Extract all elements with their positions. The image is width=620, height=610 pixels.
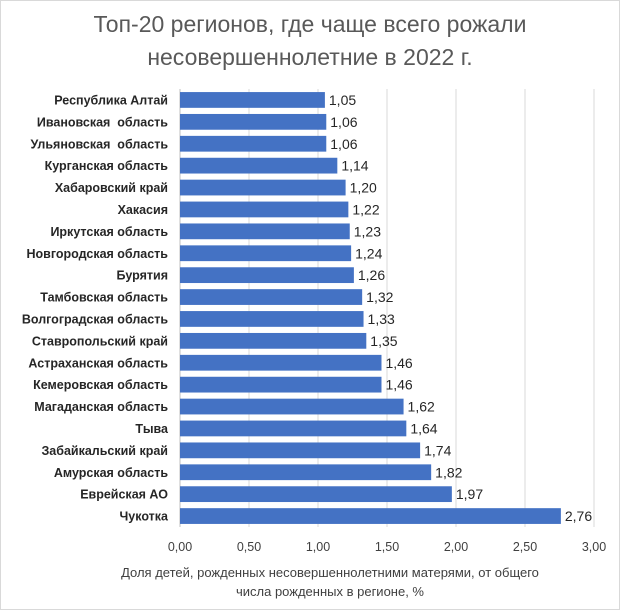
category-label: Хакасия: [118, 203, 168, 217]
category-label: Кемеровская область: [33, 378, 168, 392]
data-label: 1,24: [355, 245, 382, 261]
bar: [180, 354, 382, 371]
category-label: Тамбовская область: [40, 291, 168, 305]
category-label: Астраханская область: [28, 356, 168, 370]
bar: [180, 201, 349, 218]
bar: [180, 508, 561, 524]
category-label: Ивановская область: [37, 115, 168, 129]
bar: [180, 245, 352, 262]
data-label: 2,76: [565, 508, 592, 524]
category-label: Хабаровский край: [55, 181, 168, 195]
bar: [180, 398, 404, 415]
data-label: 1,23: [354, 223, 381, 239]
bar: [180, 311, 364, 327]
bar: [180, 92, 325, 108]
data-label: 1,33: [368, 311, 395, 327]
bar: [180, 179, 346, 196]
category-label: Ставропольский край: [32, 334, 168, 348]
bar: [180, 135, 327, 152]
bar: [180, 464, 432, 481]
x-tick-label: 0,00: [168, 540, 192, 554]
data-label: 1,74: [424, 442, 451, 458]
chart-title-line-2: несовершеннолетние в 2022 г.: [147, 44, 473, 70]
data-label: 1,46: [385, 377, 412, 393]
data-label: 1,06: [330, 114, 357, 130]
chart-title-line-1: Топ-20 регионов, где чаще всего рожали: [93, 11, 527, 37]
data-label: 1,05: [329, 92, 356, 108]
category-label: Бурятия: [117, 269, 168, 283]
x-tick-label: 3,00: [582, 540, 606, 554]
data-label: 1,26: [358, 267, 385, 283]
bar: [180, 332, 367, 349]
category-label: Новгородская область: [26, 247, 168, 261]
x-tick-label: 0,50: [237, 540, 261, 554]
x-tick-label: 2,50: [513, 540, 537, 554]
bar: [180, 420, 407, 437]
bar: [180, 376, 382, 393]
bar: [180, 223, 350, 240]
chart-title: Топ-20 регионов, где чаще всего рожали н…: [0, 8, 620, 74]
data-label: 1,46: [385, 355, 412, 371]
data-label: 1,62: [408, 399, 435, 415]
category-label: Курганская область: [45, 159, 169, 173]
data-label: 1,82: [435, 464, 462, 480]
category-label: Еврейская АО: [80, 488, 168, 502]
category-label: Волгоградская область: [22, 312, 168, 326]
category-label: Амурская область: [54, 466, 168, 480]
category-label: Магаданская область: [34, 400, 168, 414]
data-label: 1,35: [370, 333, 397, 349]
x-tick-label: 1,50: [375, 540, 399, 554]
bar: [180, 442, 421, 459]
bar: [180, 113, 327, 130]
data-label: 1,97: [456, 486, 483, 502]
category-label: Забайкальский край: [41, 444, 168, 458]
data-label: 1,64: [410, 420, 437, 436]
data-label: 1,06: [330, 136, 357, 152]
x-tick-label: 1,00: [306, 540, 330, 554]
bar: [180, 486, 452, 503]
x-axis-title-line-1: Доля детей, рожденных несовершеннолетним…: [121, 565, 539, 580]
category-label: Тыва: [135, 422, 169, 436]
bar: [180, 289, 363, 305]
x-axis-title-line-2: числа рожденных в регионе, %: [235, 584, 424, 599]
x-axis-title: Доля детей, рожденных несовершеннолетним…: [60, 563, 600, 601]
category-label: Чукотка: [120, 510, 170, 524]
category-label: Иркутская область: [50, 225, 168, 239]
bar: [180, 157, 338, 174]
category-label: Республика Алтай: [54, 93, 168, 107]
data-label: 1,32: [366, 289, 393, 305]
data-label: 1,14: [341, 158, 368, 174]
bar: [180, 267, 354, 284]
data-label: 1,20: [350, 180, 377, 196]
category-label: Ульяновская область: [30, 137, 168, 151]
data-label: 1,22: [352, 201, 379, 217]
x-tick-label: 2,00: [444, 540, 468, 554]
